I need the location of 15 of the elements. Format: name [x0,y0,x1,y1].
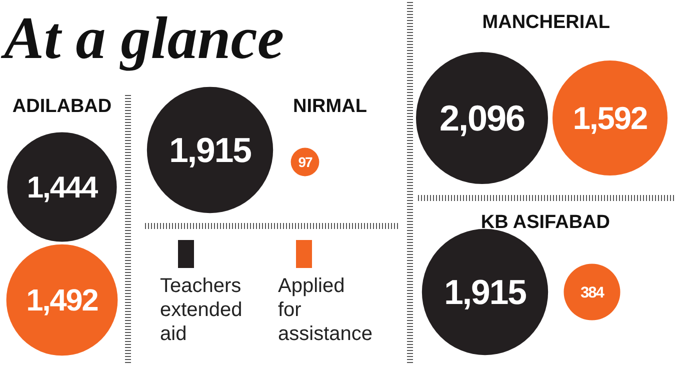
data-label: 1,492 [26,284,98,318]
data-label: 2,096 [439,98,525,139]
text: At a glance [0,5,284,71]
category-label: KB ASIFABAD [480,212,610,233]
data-label: 384 [580,284,605,302]
data-label: 1,592 [572,100,648,136]
legend-label: Applied for assistance [278,275,372,345]
category-label: MANCHERIAL [482,12,610,33]
category-label: ADILABAD [12,96,112,117]
legend-label: Teachers extended aid [160,275,242,345]
data-label: 1,915 [444,274,527,312]
category-label: NIRMAL [293,96,368,117]
data-label: 1,444 [26,172,98,205]
data-label: 1,915 [169,132,252,170]
data-label: 97 [298,154,313,170]
